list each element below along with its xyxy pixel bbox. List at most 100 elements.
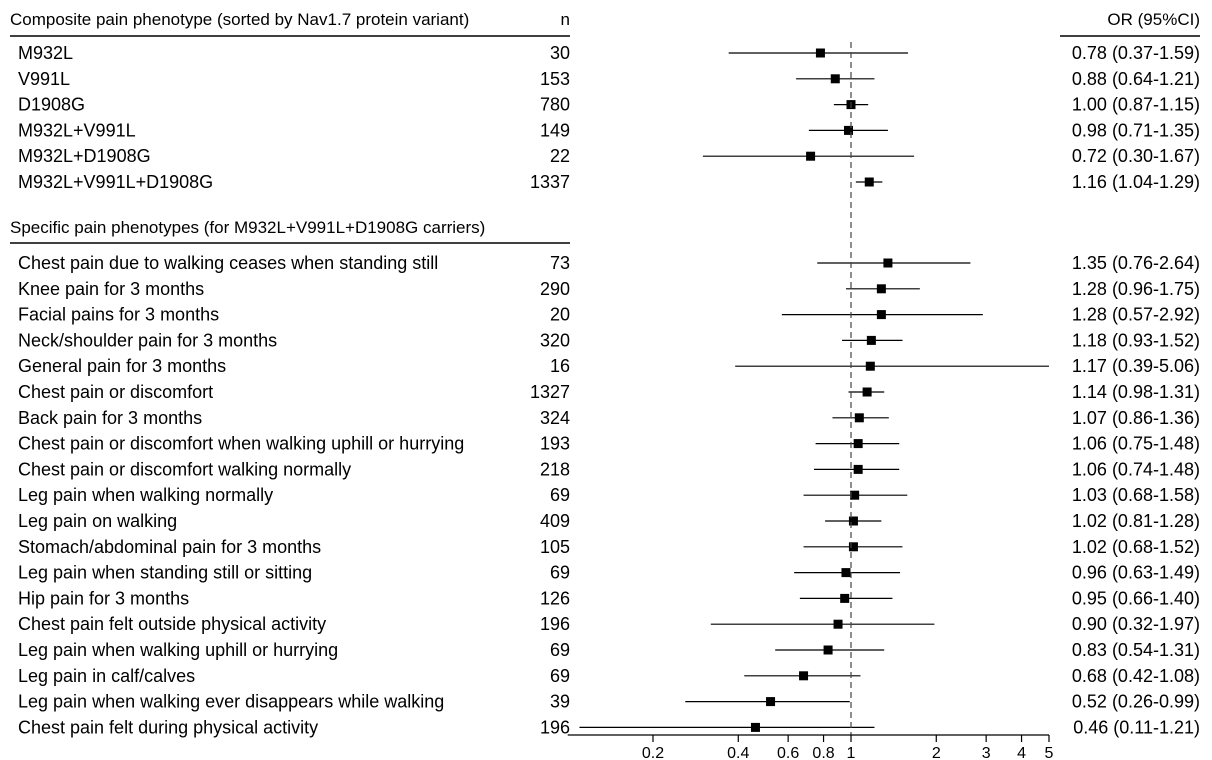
section-header-composite: Composite pain phenotype (sorted by Nav1… xyxy=(10,10,469,29)
forest-row: D1908G 780 1.00 (0.87-1.15) xyxy=(18,95,1200,115)
or-point xyxy=(750,722,760,732)
row-n: 149 xyxy=(540,120,570,140)
row-label: V991L xyxy=(18,69,70,89)
x-tick-label: 0.6 xyxy=(777,745,799,760)
forest-row: Leg pain when standing still or sitting 6… xyxy=(18,563,1200,583)
row-or-ci: 0.78 (0.37-1.59) xyxy=(1072,43,1200,63)
forest-row: Chest pain due to walking ceases when st… xyxy=(18,253,1200,273)
row-n: 290 xyxy=(540,279,570,299)
or-point xyxy=(806,151,816,161)
forest-row: Chest pain or discomfort when walking up… xyxy=(18,434,1200,454)
or-point xyxy=(853,439,863,449)
row-n: 196 xyxy=(540,717,570,737)
or-column-header: OR (95%CI) xyxy=(1107,10,1200,29)
forest-row: M932L+V991L 149 0.98 (0.71-1.35) xyxy=(18,120,1200,140)
row-label: Neck/shoulder pain for 3 months xyxy=(18,330,277,350)
row-n: 30 xyxy=(550,43,570,63)
forest-row: Leg pain in calf/calves 69 0.68 (0.42-1.08… xyxy=(18,666,1200,686)
row-n: 320 xyxy=(540,330,570,350)
or-point xyxy=(766,697,776,707)
row-label: Hip pain for 3 months xyxy=(18,588,189,608)
forest-row: M932L+V991L+D1908G 1337 1.16 (1.04-1.29) xyxy=(18,172,1200,192)
x-tick-label: 0.8 xyxy=(812,745,834,760)
row-or-ci: 0.52 (0.26-0.99) xyxy=(1072,692,1200,712)
row-n: 69 xyxy=(550,485,570,505)
row-label: General pain for 3 months xyxy=(18,356,226,376)
row-label: M932L+V991L+D1908G xyxy=(18,172,213,192)
n-column-header: n xyxy=(561,10,570,29)
row-or-ci: 1.28 (0.57-2.92) xyxy=(1072,305,1200,325)
x-tick-label: 0.2 xyxy=(642,745,664,760)
or-point xyxy=(844,125,854,135)
row-label: Chest pain felt outside physical activit… xyxy=(18,614,326,634)
row-n: 105 xyxy=(540,537,570,557)
or-point xyxy=(862,387,872,397)
row-or-ci: 0.95 (0.66-1.40) xyxy=(1072,588,1200,608)
section-header-specific: Specific pain phenotypes (for M932L+V991… xyxy=(10,218,485,237)
row-n: 1337 xyxy=(530,172,570,192)
or-point xyxy=(850,490,860,500)
row-or-ci: 1.18 (0.93-1.52) xyxy=(1072,330,1200,350)
or-point xyxy=(833,619,843,629)
x-tick-label: 0.4 xyxy=(727,745,749,760)
row-or-ci: 0.46 (0.11-1.21) xyxy=(1073,717,1200,737)
row-label: Leg pain when walking uphill or hurrying xyxy=(18,640,338,660)
forest-row: Chest pain or discomfort walking normall… xyxy=(18,459,1200,479)
forest-row: Knee pain for 3 months 290 1.28 (0.96-1.75… xyxy=(18,279,1200,299)
row-or-ci: 1.14 (0.98-1.31) xyxy=(1072,382,1200,402)
row-n: 69 xyxy=(550,563,570,583)
row-n: 409 xyxy=(540,511,570,531)
x-tick-label: 1 xyxy=(847,745,856,760)
or-point xyxy=(864,177,874,187)
forest-row: General pain for 3 months 16 1.17 (0.39-5.… xyxy=(18,356,1200,376)
row-or-ci: 1.02 (0.68-1.52) xyxy=(1072,537,1200,557)
row-label: Chest pain or discomfort walking normall… xyxy=(18,459,351,479)
row-label: Stomach/abdominal pain for 3 months xyxy=(18,537,321,557)
or-point xyxy=(883,258,893,268)
x-axis: 0.2 0.4 0.6 0.8 1 2 3 4 5 xyxy=(567,42,1054,760)
row-or-ci: 1.17 (0.39-5.06) xyxy=(1072,356,1200,376)
or-point xyxy=(841,568,851,578)
row-or-ci: 0.83 (0.54-1.31) xyxy=(1072,640,1200,660)
or-point xyxy=(823,645,833,655)
or-point xyxy=(866,335,876,345)
row-n: 22 xyxy=(550,146,570,166)
row-label: M932L+D1908G xyxy=(18,146,151,166)
forest-row: Chest pain felt during physical activity… xyxy=(18,717,1200,737)
row-n: 780 xyxy=(540,95,570,115)
row-or-ci: 1.00 (0.87-1.15) xyxy=(1072,95,1200,115)
row-or-ci: 1.06 (0.75-1.48) xyxy=(1072,434,1200,454)
or-point xyxy=(865,361,875,371)
row-n: 69 xyxy=(550,666,570,686)
forest-row: Neck/shoulder pain for 3 months 320 1.18 (… xyxy=(18,330,1200,350)
forest-row: Facial pains for 3 months 20 1.28 (0.57-2.… xyxy=(18,305,1200,325)
row-label: Leg pain in calf/calves xyxy=(18,666,195,686)
row-label: M932L xyxy=(18,43,73,63)
row-label: M932L+V991L xyxy=(18,120,136,140)
row-or-ci: 0.68 (0.42-1.08) xyxy=(1072,666,1200,686)
row-or-ci: 1.35 (0.76-2.64) xyxy=(1072,253,1200,273)
row-or-ci: 0.96 (0.63-1.49) xyxy=(1072,563,1200,583)
forest-row: Back pain for 3 months 324 1.07 (0.86-1.36… xyxy=(18,408,1200,428)
row-or-ci: 1.16 (1.04-1.29) xyxy=(1072,172,1200,192)
rows: M932L 30 0.78 (0.37-1.59) V991L 153 0.88 (0.6… xyxy=(18,43,1200,737)
row-or-ci: 0.98 (0.71-1.35) xyxy=(1072,120,1200,140)
row-label: D1908G xyxy=(18,95,85,115)
row-or-ci: 0.90 (0.32-1.97) xyxy=(1072,614,1200,634)
row-or-ci: 0.72 (0.30-1.67) xyxy=(1072,146,1200,166)
row-label: Chest pain felt during physical activity xyxy=(18,717,318,737)
row-n: 324 xyxy=(540,408,570,428)
row-label: Leg pain on walking xyxy=(18,511,177,531)
forest-row: Stomach/abdominal pain for 3 months 105 1.… xyxy=(18,537,1200,557)
row-n: 1327 xyxy=(530,382,570,402)
row-or-ci: 0.88 (0.64-1.21) xyxy=(1072,69,1200,89)
row-label: Chest pain due to walking ceases when st… xyxy=(18,253,438,273)
or-point xyxy=(830,74,840,84)
row-n: 20 xyxy=(550,305,570,325)
forest-row: M932L+D1908G 22 0.72 (0.30-1.67) xyxy=(18,146,1200,166)
or-point xyxy=(853,464,863,474)
row-n: 218 xyxy=(540,459,570,479)
x-tick-label: 3 xyxy=(982,745,991,760)
or-point xyxy=(848,516,858,526)
row-n: 16 xyxy=(550,356,570,376)
